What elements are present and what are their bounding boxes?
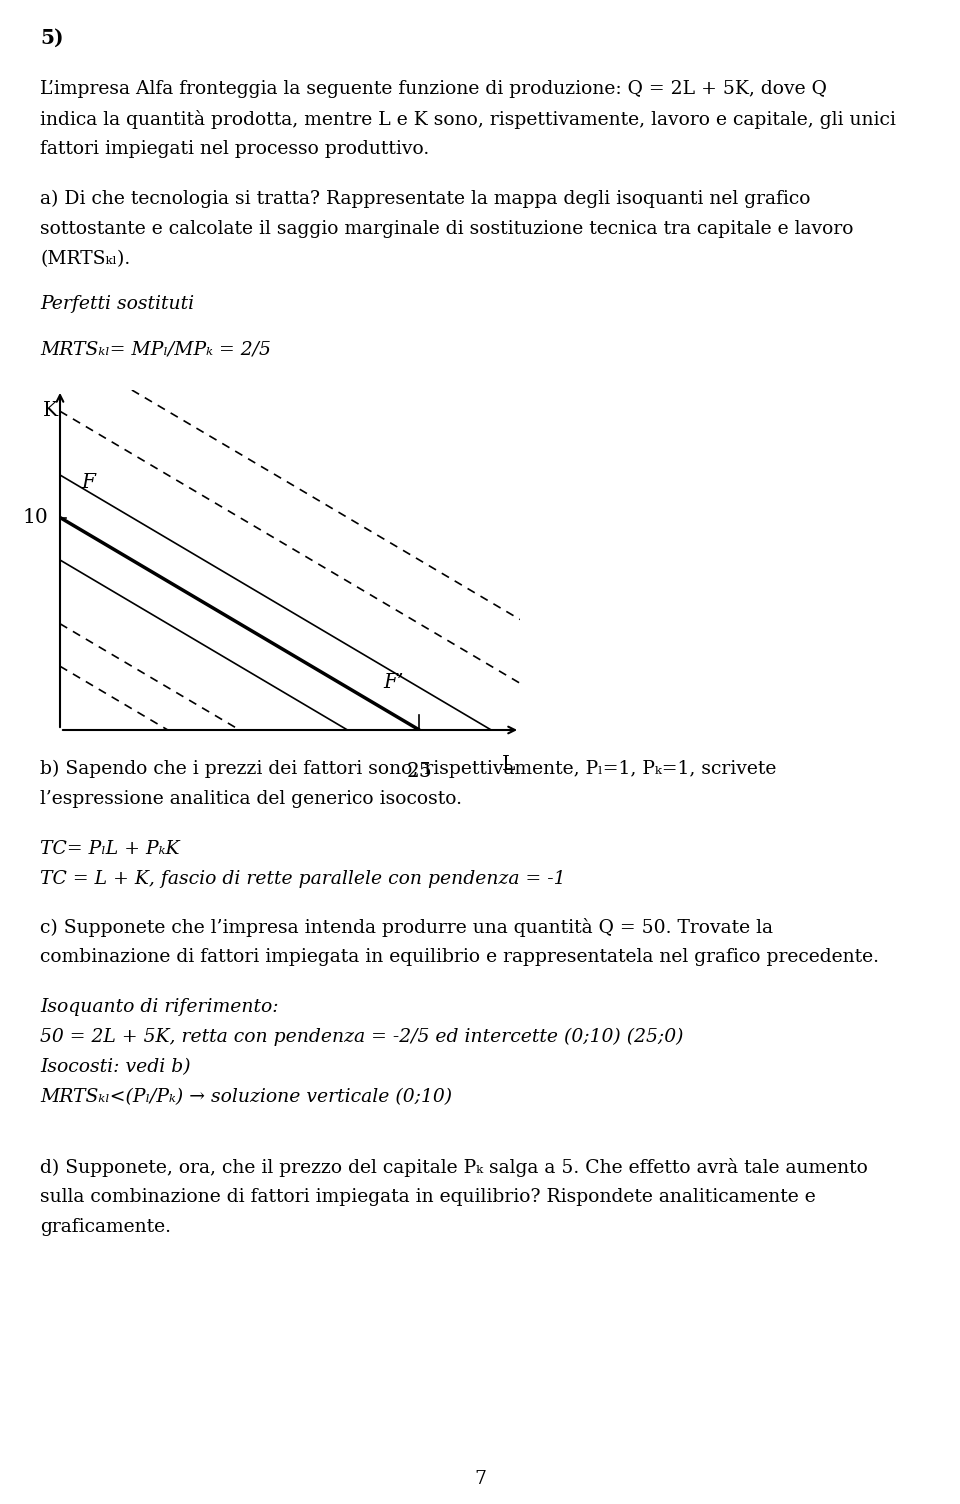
Text: 7: 7 (474, 1469, 486, 1487)
Text: F’: F’ (383, 672, 404, 692)
Text: a) Di che tecnologia si tratta? Rappresentate la mappa degli isoquanti nel grafi: a) Di che tecnologia si tratta? Rapprese… (40, 190, 810, 208)
Text: 50 = 2L + 5K, retta con pendenza = -2/5 ed intercette (0;10) (25;0): 50 = 2L + 5K, retta con pendenza = -2/5 … (40, 1029, 684, 1047)
Text: K: K (43, 400, 58, 420)
Text: d) Supponete, ora, che il prezzo del capitale Pₖ salga a 5. Che effetto avrà tal: d) Supponete, ora, che il prezzo del cap… (40, 1158, 868, 1178)
Text: indica la quantità prodotta, mentre L e K sono, rispettivamente, lavoro e capita: indica la quantità prodotta, mentre L e … (40, 110, 896, 129)
Text: Isocosti: vedi b): Isocosti: vedi b) (40, 1057, 191, 1075)
Text: MRTSₖₗ= MPₗ/MPₖ = 2/5: MRTSₖₗ= MPₗ/MPₖ = 2/5 (40, 340, 271, 358)
Text: 25: 25 (407, 763, 432, 781)
Text: L: L (502, 755, 516, 775)
Text: l’espressione analitica del generico isocosto.: l’espressione analitica del generico iso… (40, 790, 462, 808)
Text: Isoquanto di riferimento:: Isoquanto di riferimento: (40, 999, 278, 1017)
Text: b) Sapendo che i prezzi dei fattori sono, rispettivamente, Pₗ=1, Pₖ=1, scrivete: b) Sapendo che i prezzi dei fattori sono… (40, 760, 777, 778)
Text: (MRTSₖₗ).: (MRTSₖₗ). (40, 250, 131, 268)
Text: TC = L + K, fascio di rette parallele con pendenza = -1: TC = L + K, fascio di rette parallele co… (40, 869, 565, 887)
Text: c) Supponete che l’impresa intenda produrre una quantità Q = 50. Trovate la: c) Supponete che l’impresa intenda produ… (40, 917, 773, 937)
Text: sulla combinazione di fattori impiegata in equilibrio? Rispondete analiticamente: sulla combinazione di fattori impiegata … (40, 1188, 816, 1206)
Text: F: F (82, 472, 96, 492)
Text: sottostante e calcolate il saggio marginale di sostituzione tecnica tra capitale: sottostante e calcolate il saggio margin… (40, 220, 853, 238)
Text: graficamente.: graficamente. (40, 1218, 171, 1236)
Text: MRTSₖₗ<(Pₗ/Pₖ) → soluzione verticale (0;10): MRTSₖₗ<(Pₗ/Pₖ) → soluzione verticale (0;… (40, 1087, 452, 1105)
Text: combinazione di fattori impiegata in equilibrio e rappresentatela nel grafico pr: combinazione di fattori impiegata in equ… (40, 948, 879, 966)
Text: TC= PₗL + PₖK: TC= PₗL + PₖK (40, 841, 180, 857)
Text: fattori impiegati nel processo produttivo.: fattori impiegati nel processo produttiv… (40, 140, 429, 158)
Text: L’impresa Alfa fronteggia la seguente funzione di produzione: Q = 2L + 5K, dove : L’impresa Alfa fronteggia la seguente fu… (40, 80, 827, 98)
Text: 5): 5) (40, 29, 63, 48)
Text: Perfetti sostituti: Perfetti sostituti (40, 295, 194, 313)
Text: 10: 10 (23, 508, 49, 526)
